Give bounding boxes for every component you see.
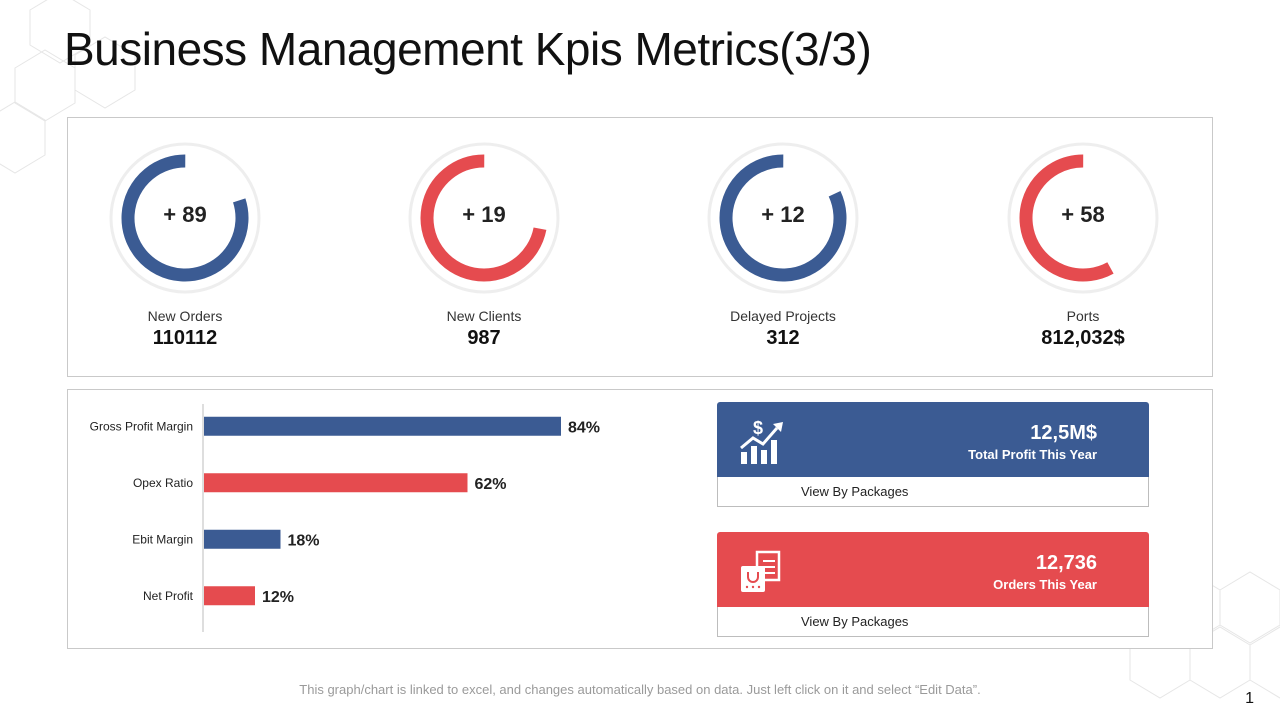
svg-text:$: $ [753,418,763,438]
kpi-label: New Clients [446,308,522,324]
footer-note: This graph/chart is linked to excel, and… [299,682,981,697]
bar [204,416,561,436]
kpi-value: 812,032$ [1041,327,1125,349]
kpi-new-clients: + 19 New Clients 987 [384,142,584,350]
card-header: $ 12,5M$ Total Profit This Year [717,402,1149,477]
metrics-panel: Gross Profit Margin 84% Opex Ratio 62% Ebit … [67,389,1213,649]
card-caption: Orders This Year [993,577,1097,592]
chart-growth-dollar-icon: $ [740,418,783,464]
card-header: 12,736 Orders This Year [717,532,1149,607]
view-by-packages-link[interactable]: View By Packages [717,607,1149,637]
shopping-bag-receipt-icon [741,550,781,592]
progress-ring [109,142,261,294]
card-caption: Total Profit This Year [968,447,1097,462]
ring-arc [1019,154,1147,282]
category-label: Opex Ratio [133,476,193,490]
category-label: Gross Profit Margin [90,419,193,433]
bar [204,529,281,549]
page-number: 1 [1245,690,1254,707]
kpi-value: 110112 [152,327,218,349]
progress-ring [1007,142,1159,294]
data-label: 62% [475,476,507,493]
kpi-delayed-projects: + 12 Delayed Projects 312 [683,142,883,350]
kpi-label: New Orders [147,308,223,324]
card-orders: 12,736 Orders This Year View By Packages [717,532,1149,637]
card-amount: 12,5M$ [1030,422,1097,444]
kpi-value: 312 [766,327,800,349]
view-by-packages-link[interactable]: View By Packages [717,477,1149,507]
page-title: Business Management Kpis Metrics(3/3) [64,23,872,75]
card-amount: 12,736 [1035,552,1097,574]
data-label: 84% [568,419,600,436]
bar-chart: Gross Profit Margin 84% Opex Ratio 62% Ebit … [90,404,600,632]
category-label: Net Profit [143,589,194,603]
progress-ring [707,142,859,294]
progress-ring [408,142,560,294]
ring-arc [420,154,548,282]
kpi-label: Ports [1066,308,1100,324]
kpi-label: Delayed Projects [730,308,836,324]
data-label: 12% [262,589,294,606]
category-label: Ebit Margin [132,532,193,546]
ring-arc [121,154,249,282]
ring-value: + 12 [761,202,805,227]
kpi-panel: + 89 New Orders 110112 + 19 New Clients … [67,117,1213,377]
ring-value: + 58 [1061,202,1105,227]
ring-value: + 89 [163,202,207,227]
kpi-value: 987 [467,327,501,349]
kpi-ports: + 58 Ports 812,032$ [983,142,1183,350]
card-total-profit: $ 12,5M$ Total Profit This Year View By … [717,402,1149,507]
kpi-new-orders: + 89 New Orders 110112 [85,142,285,350]
bar [204,586,255,606]
ring-value: + 19 [462,202,506,227]
bar [204,473,468,493]
data-label: 18% [288,532,320,549]
